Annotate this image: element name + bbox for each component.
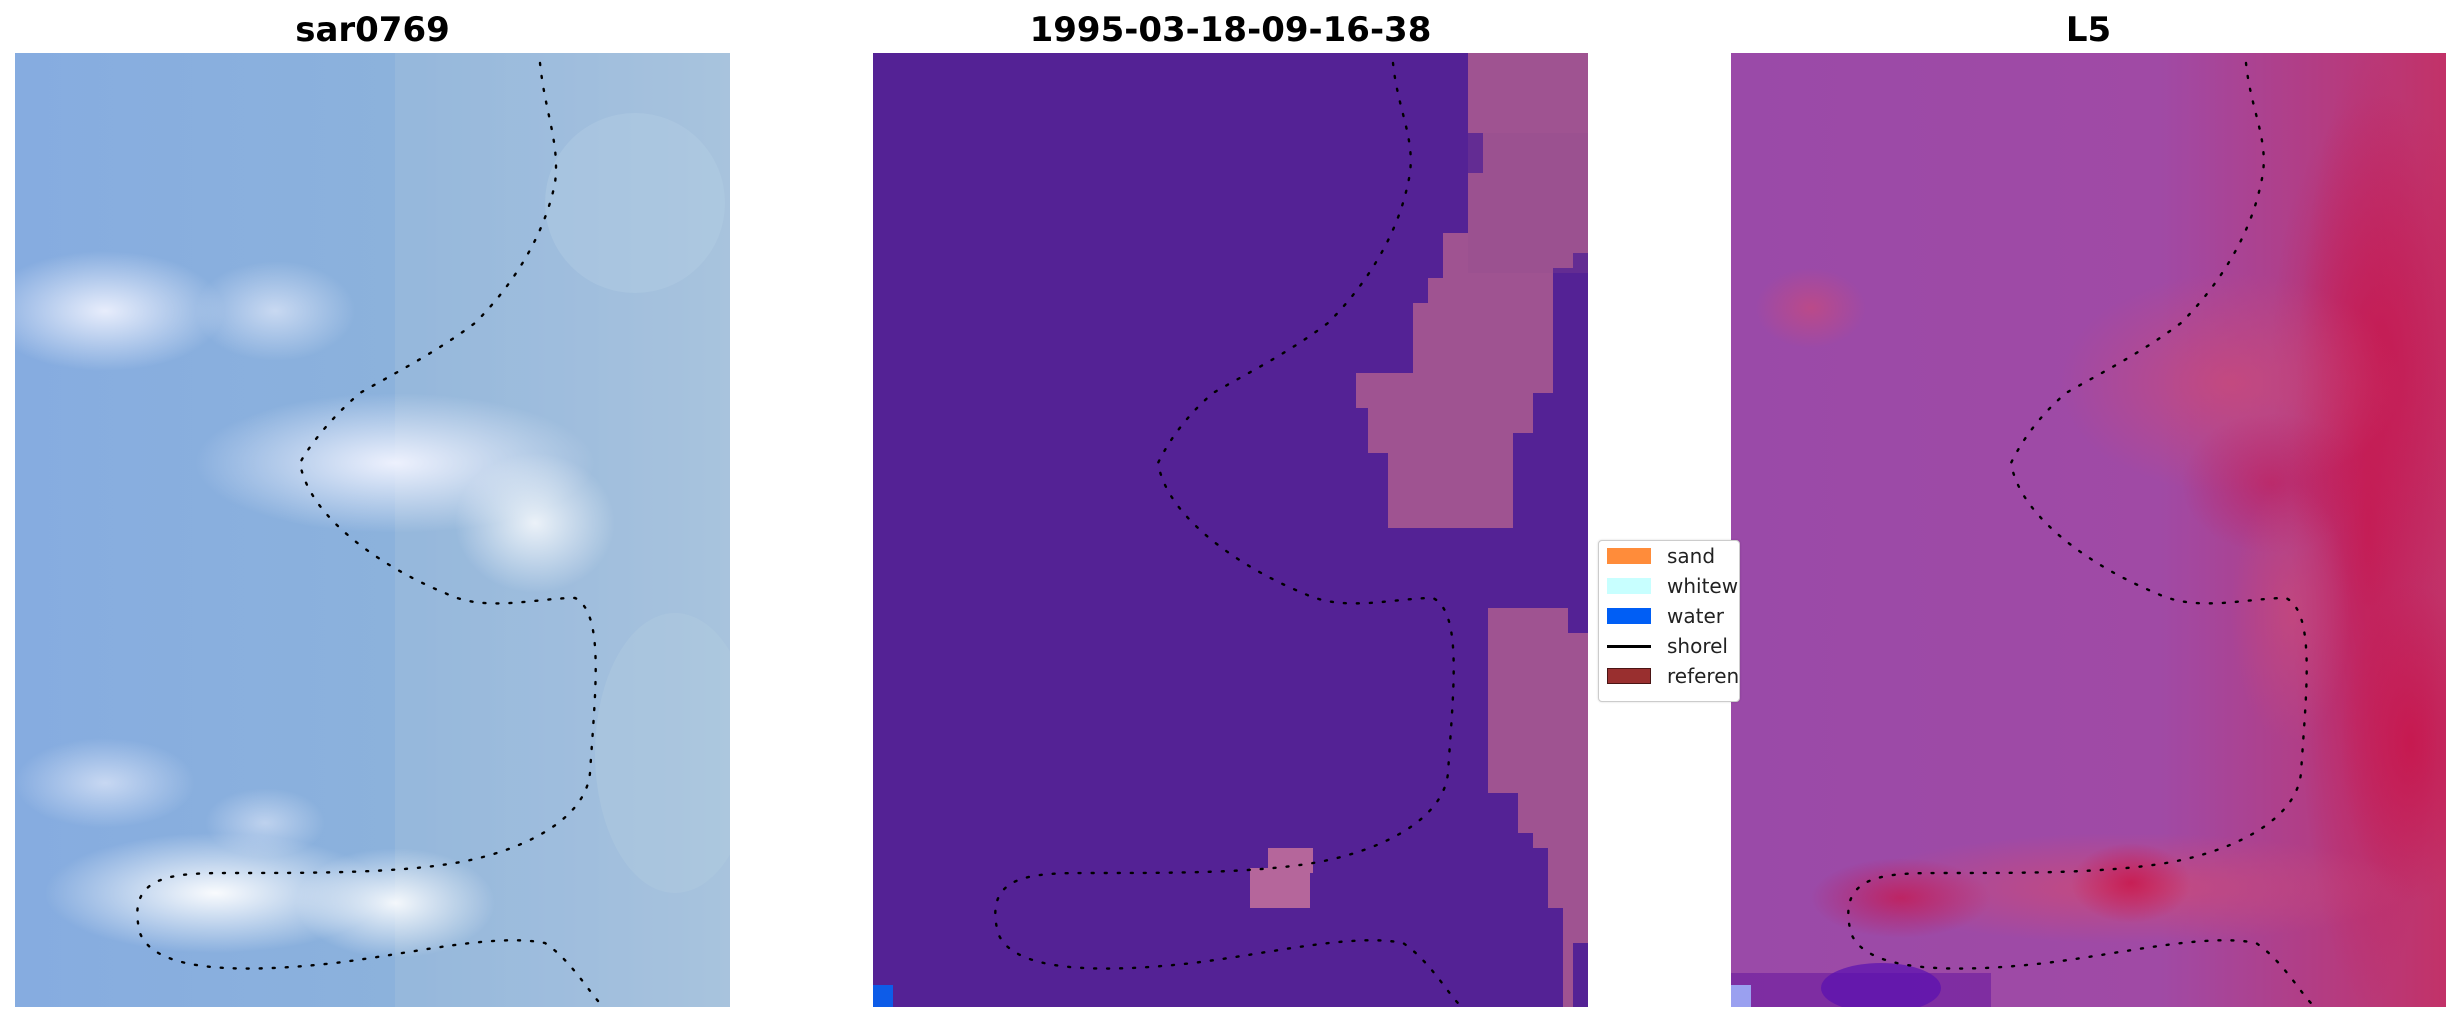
legend-swatch-whitewater [1607,578,1651,594]
legend-swatch-shoreline [1607,644,1651,648]
panel-title-sar: sar0769 [295,10,450,50]
legend-label: referen [1667,664,1740,688]
satellite-image [15,53,730,1007]
classification-image [873,53,1588,1007]
legend-item-whitewater: whitew [1607,571,1738,601]
legend-item-shoreline: shorel [1607,631,1728,661]
legend-swatch-water [1607,608,1651,624]
panel-title-l5: L5 [2065,10,2112,50]
legend-swatch-sand [1607,548,1651,564]
legend-label: sand [1667,544,1716,568]
classification-panel [873,53,1588,1007]
legend-item-water: water [1607,601,1724,631]
legend: sand whitew water shorel referen [1598,540,1740,702]
sand-region-upper [1356,53,1588,528]
corner-pixel [1731,985,1751,1007]
legend-swatch-reference [1607,668,1651,684]
panel-title-date: 1995-03-18-09-16-38 [1029,10,1432,50]
satellite-image-panel [15,53,730,1007]
legend-label: water [1667,604,1724,628]
legend-label: shorel [1667,634,1728,658]
l5-image [1731,53,2446,1007]
legend-item-sand: sand [1607,541,1715,571]
l5-panel [1731,53,2446,1007]
water-pixel [873,985,893,1007]
legend-label: whitew [1667,574,1739,598]
sand-region-lower [1488,608,1588,1007]
legend-item-reference: referen [1607,661,1739,691]
